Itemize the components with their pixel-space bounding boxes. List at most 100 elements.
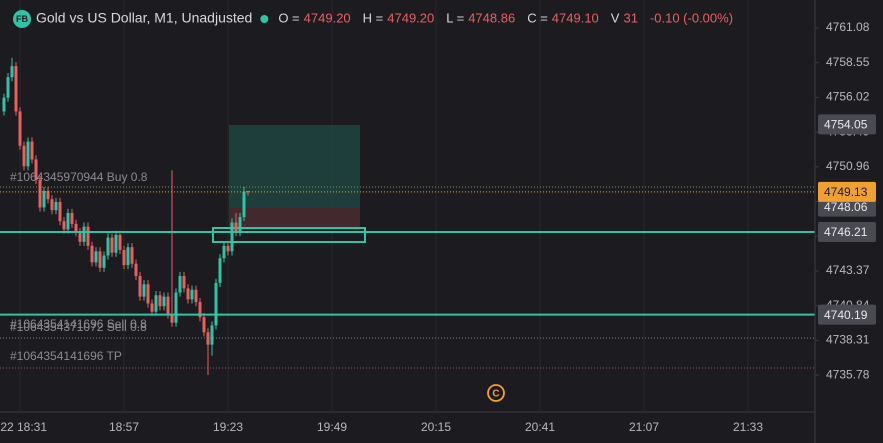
candle-body bbox=[10, 66, 14, 78]
candle-body bbox=[186, 288, 190, 300]
candle-body bbox=[182, 276, 186, 289]
candle-body bbox=[70, 212, 74, 224]
y-tick-label: 4756.02 bbox=[826, 90, 870, 104]
candle-body bbox=[242, 191, 246, 218]
order-label[interactable]: #1064354371072 Sell 0.8 bbox=[10, 320, 147, 334]
candle-body bbox=[98, 251, 102, 268]
candle-body bbox=[174, 292, 178, 323]
candle-body bbox=[218, 258, 222, 283]
candle-body bbox=[42, 190, 46, 208]
candle-body bbox=[190, 289, 194, 300]
candle-body bbox=[130, 247, 134, 264]
candle-body bbox=[246, 190, 250, 193]
y-tick-label: 4750.96 bbox=[826, 159, 870, 173]
candle-body bbox=[206, 332, 210, 345]
take-profit-zone bbox=[229, 125, 360, 208]
candle-body bbox=[230, 222, 234, 252]
legend-value: 31 bbox=[623, 10, 637, 25]
x-tick-label: 21:07 bbox=[629, 420, 659, 434]
logo-ring bbox=[487, 384, 505, 402]
y-tick-label: 4743.37 bbox=[826, 263, 870, 277]
price-badge-label: 4740.19 bbox=[824, 308, 868, 322]
candle-body bbox=[66, 212, 70, 230]
candle-body bbox=[26, 141, 30, 167]
legend-value: 4748.86 bbox=[468, 10, 515, 25]
y-tick-label: 4758.55 bbox=[826, 55, 870, 69]
stop-loss-zone bbox=[229, 208, 360, 230]
price-badge-label: 4749.13 bbox=[824, 185, 868, 199]
candle-body bbox=[118, 234, 122, 250]
price-badge bbox=[818, 181, 876, 202]
candle-body bbox=[58, 201, 62, 222]
candle-body bbox=[166, 296, 170, 315]
order-box[interactable] bbox=[212, 227, 366, 243]
price-badge-label: 4746.21 bbox=[824, 225, 868, 239]
candle-body bbox=[198, 302, 202, 318]
candle-body bbox=[82, 226, 86, 242]
status-dot bbox=[260, 15, 269, 23]
candle-body bbox=[234, 222, 238, 233]
candle-body bbox=[54, 201, 58, 211]
candle-body bbox=[170, 314, 174, 323]
candle-body bbox=[238, 217, 242, 233]
candle-body bbox=[62, 221, 66, 230]
candle-body bbox=[94, 251, 98, 263]
candle-body bbox=[106, 237, 110, 256]
legend-change: -0.10 (-0.00%) bbox=[650, 10, 733, 25]
candle-body bbox=[50, 199, 54, 211]
order-label[interactable]: #1064354141696 TP bbox=[10, 349, 122, 363]
legend-value: 4749.20 bbox=[387, 10, 434, 25]
legend-name: V bbox=[611, 10, 620, 25]
candle-body bbox=[178, 276, 182, 293]
candle-body bbox=[74, 223, 78, 233]
x-tick-label: r 22 18:31 bbox=[0, 420, 47, 434]
y-tick-label: 4738.31 bbox=[826, 333, 870, 347]
candle-body bbox=[138, 276, 142, 297]
legend-value: 4749.20 bbox=[304, 10, 351, 25]
symbol-icon-bg bbox=[13, 10, 31, 28]
candle-body bbox=[102, 255, 106, 268]
legend-name: L = bbox=[446, 10, 464, 25]
candle-body bbox=[154, 295, 158, 312]
candle-body bbox=[34, 159, 38, 181]
legend-name: H = bbox=[363, 10, 384, 25]
x-tick-label: 20:41 bbox=[525, 420, 555, 434]
legend-name: C = bbox=[527, 10, 548, 25]
candle-body bbox=[114, 234, 118, 253]
candle-body bbox=[150, 303, 154, 312]
candle-body bbox=[222, 245, 226, 259]
candle-body bbox=[86, 226, 90, 246]
candle-body bbox=[46, 190, 50, 200]
price-badge-label: 4748.06 bbox=[824, 200, 868, 214]
y-tick-label: 4761.08 bbox=[826, 20, 870, 34]
price-badge bbox=[818, 221, 876, 242]
y-axis: r 22 18:31 18:57 19:23 19:49 20:15 20:41 21:07… bbox=[0, 20, 876, 434]
legend-name: O = bbox=[278, 10, 299, 25]
candle-body bbox=[2, 97, 6, 112]
header: FB Gold vs US Dollar, M1, Unadjusted O =… bbox=[13, 10, 733, 28]
candle-body bbox=[214, 282, 218, 326]
order-label[interactable]: #1064345970944 Buy 0.8 bbox=[10, 170, 148, 184]
plot-area bbox=[19, 0, 749, 412]
candle-body bbox=[90, 245, 94, 263]
x-tick-label: 21:33 bbox=[733, 420, 763, 434]
order-label[interactable]: #1064354141696 Sell 0.8 bbox=[10, 317, 147, 331]
x-tick-label: 19:23 bbox=[213, 420, 243, 434]
candle-body bbox=[122, 249, 126, 266]
candle-body bbox=[78, 232, 82, 242]
price-badge-label: 4754.05 bbox=[824, 118, 868, 132]
candle-body bbox=[126, 247, 130, 266]
overlay: #1064345970944 Buy 0.8 #1064354141696 Sel… bbox=[0, 170, 815, 363]
candle-body bbox=[110, 237, 114, 253]
candle-body bbox=[38, 180, 42, 208]
candle-body bbox=[202, 317, 206, 333]
candle-body bbox=[30, 141, 34, 160]
x-tick-label: 18:57 bbox=[109, 420, 139, 434]
logo: C bbox=[492, 389, 499, 400]
symbol-icon: FB bbox=[16, 14, 28, 24]
candle-body bbox=[18, 111, 22, 146]
candle-body bbox=[194, 289, 198, 303]
x-tick-label: 19:49 bbox=[317, 420, 347, 434]
candle-body bbox=[22, 145, 26, 167]
